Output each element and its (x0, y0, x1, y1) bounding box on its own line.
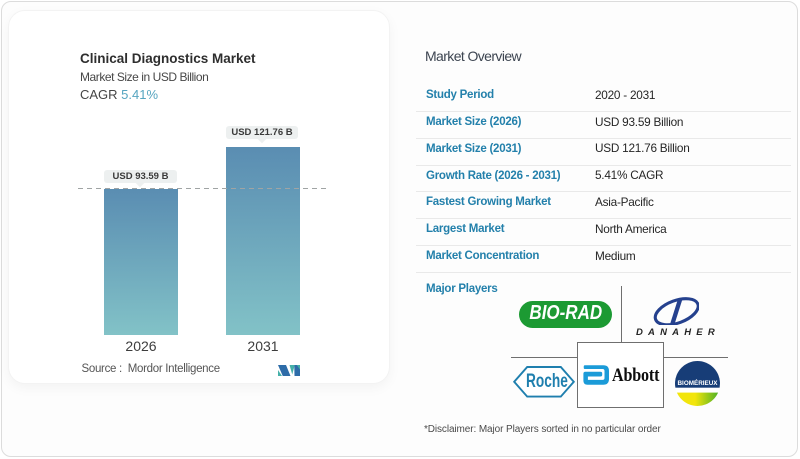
svg-text:BIOMÉRIEUX: BIOMÉRIEUX (677, 379, 717, 387)
